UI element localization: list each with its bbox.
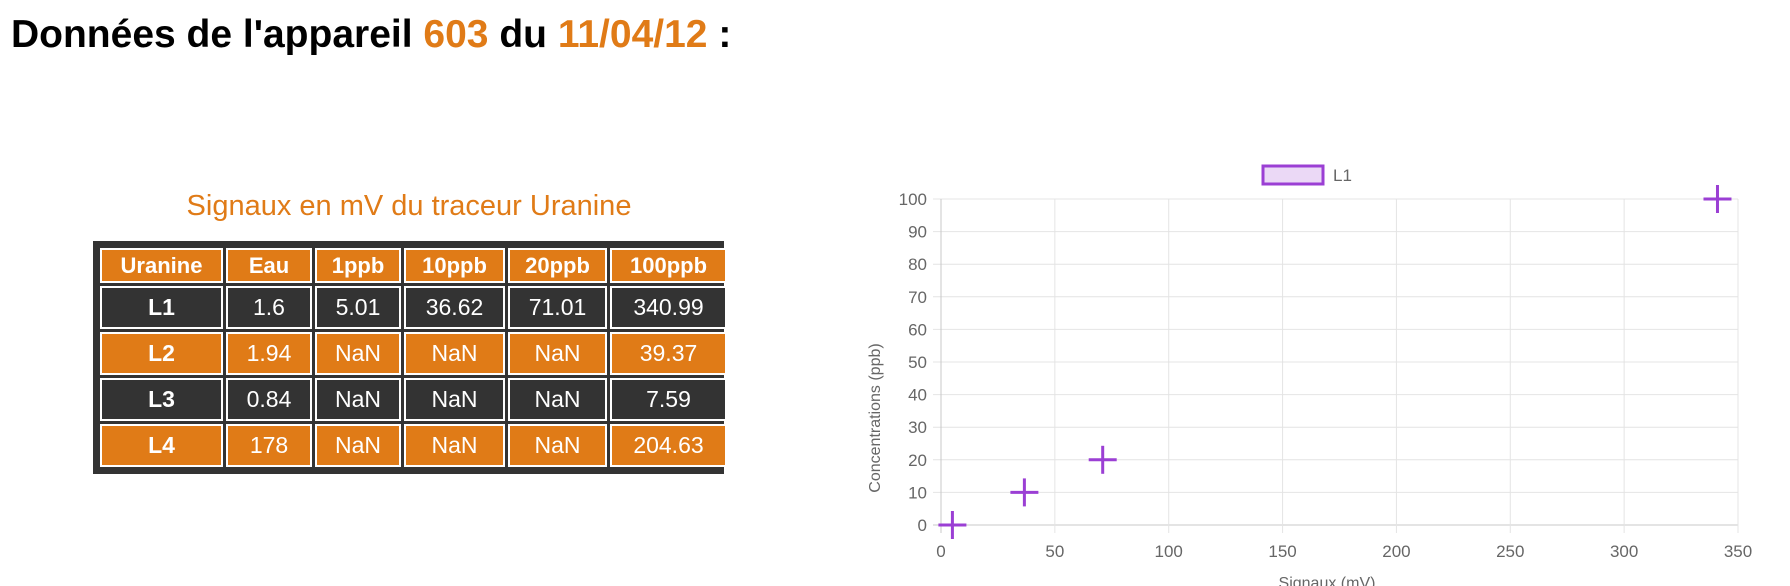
column-header: Eau: [226, 248, 312, 283]
row-label: L3: [100, 378, 223, 421]
table-cell: NaN: [508, 378, 607, 421]
table-cell: 5.01: [315, 286, 401, 329]
x-tick-label: 350: [1724, 542, 1752, 561]
x-axis-title: Signaux (mV): [1279, 575, 1376, 586]
data-point: [938, 511, 967, 539]
y-tick-label: 30: [908, 418, 927, 437]
title-suffix: :: [718, 13, 732, 56]
x-tick-label: 200: [1382, 542, 1410, 561]
x-tick-label: 0: [936, 542, 945, 561]
y-tick-label: 60: [908, 320, 927, 339]
table-cell: 39.37: [610, 332, 727, 375]
legend-swatch[interactable]: [1261, 164, 1325, 186]
table-cell: NaN: [315, 424, 401, 467]
chart-ticks: 0 10 20 30 40 50 60 70 80 90 100 0 50 100 150 200 250 300…: [899, 190, 1753, 561]
y-axis-title: Concentrations (ppb): [867, 343, 884, 492]
table-cell: NaN: [508, 332, 607, 375]
table-header-row: Uranine Eau 1ppb 10ppb 20ppb 100ppb: [100, 248, 727, 283]
x-tick-label: 50: [1045, 542, 1064, 561]
chart-points: [938, 185, 1732, 539]
x-tick-label: 100: [1155, 542, 1183, 561]
signals-table: Uranine Eau 1ppb 10ppb 20ppb 100ppb L1 1…: [97, 245, 730, 470]
data-point: [1010, 478, 1039, 507]
table-cell: 340.99: [610, 286, 727, 329]
y-tick-label: 40: [908, 386, 927, 405]
y-tick-label: 50: [908, 353, 927, 372]
table-cell: 71.01: [508, 286, 607, 329]
table-row: L3 0.84 NaN NaN NaN 7.59: [100, 378, 727, 421]
data-point: [1703, 185, 1732, 213]
signals-table-frame: Uranine Eau 1ppb 10ppb 20ppb 100ppb L1 1…: [93, 241, 727, 474]
table-cell: NaN: [508, 424, 607, 467]
table-title: Signaux en mV du traceur Uranine: [186, 190, 632, 222]
table-cell: NaN: [315, 378, 401, 421]
y-tick-label: 80: [908, 255, 927, 274]
x-tick-label: 250: [1496, 542, 1524, 561]
y-tick-label: 10: [908, 483, 927, 502]
column-header: 10ppb: [404, 248, 505, 283]
data-point: [1088, 445, 1117, 474]
column-header: Uranine: [100, 248, 223, 283]
table-cell: NaN: [404, 378, 505, 421]
table-cell: NaN: [404, 424, 505, 467]
title-prefix: Données de l'appareil: [11, 13, 413, 56]
table-cell: NaN: [404, 332, 505, 375]
table-cell: 1.94: [226, 332, 312, 375]
table-cell: 1.6: [226, 286, 312, 329]
measurement-date: 11/04/12: [557, 13, 708, 56]
row-label: L4: [100, 424, 223, 467]
row-label: L2: [100, 332, 223, 375]
table-cell: 204.63: [610, 424, 727, 467]
x-tick-label: 300: [1610, 542, 1638, 561]
table-cell: 0.84: [226, 378, 312, 421]
x-tick-label: 150: [1268, 542, 1296, 561]
table-cell: 36.62: [404, 286, 505, 329]
y-tick-label: 0: [918, 516, 927, 535]
title-joiner: du: [499, 13, 547, 56]
chart-legend[interactable]: L1: [1261, 164, 1352, 186]
page-title: Données de l'appareil 603 du 11/04/12 :: [11, 10, 731, 60]
table-row: L4 178 NaN NaN NaN 204.63: [100, 424, 727, 467]
table-row: L2 1.94 NaN NaN NaN 39.37: [100, 332, 727, 375]
table-cell: 178: [226, 424, 312, 467]
table-cell: 7.59: [610, 378, 727, 421]
column-header: 1ppb: [315, 248, 401, 283]
column-header: 20ppb: [508, 248, 607, 283]
y-tick-label: 20: [908, 451, 927, 470]
chart-grid: [933, 198, 1739, 533]
column-header: 100ppb: [610, 248, 727, 283]
y-tick-label: 90: [908, 223, 927, 242]
row-label: L1: [100, 286, 223, 329]
y-tick-label: 70: [908, 288, 927, 307]
device-id: 603: [423, 13, 489, 56]
table-row: L1 1.6 5.01 36.62 71.01 340.99: [100, 286, 727, 329]
legend-label[interactable]: L1: [1333, 166, 1352, 185]
table-cell: NaN: [315, 332, 401, 375]
y-tick-label: 100: [899, 190, 927, 209]
